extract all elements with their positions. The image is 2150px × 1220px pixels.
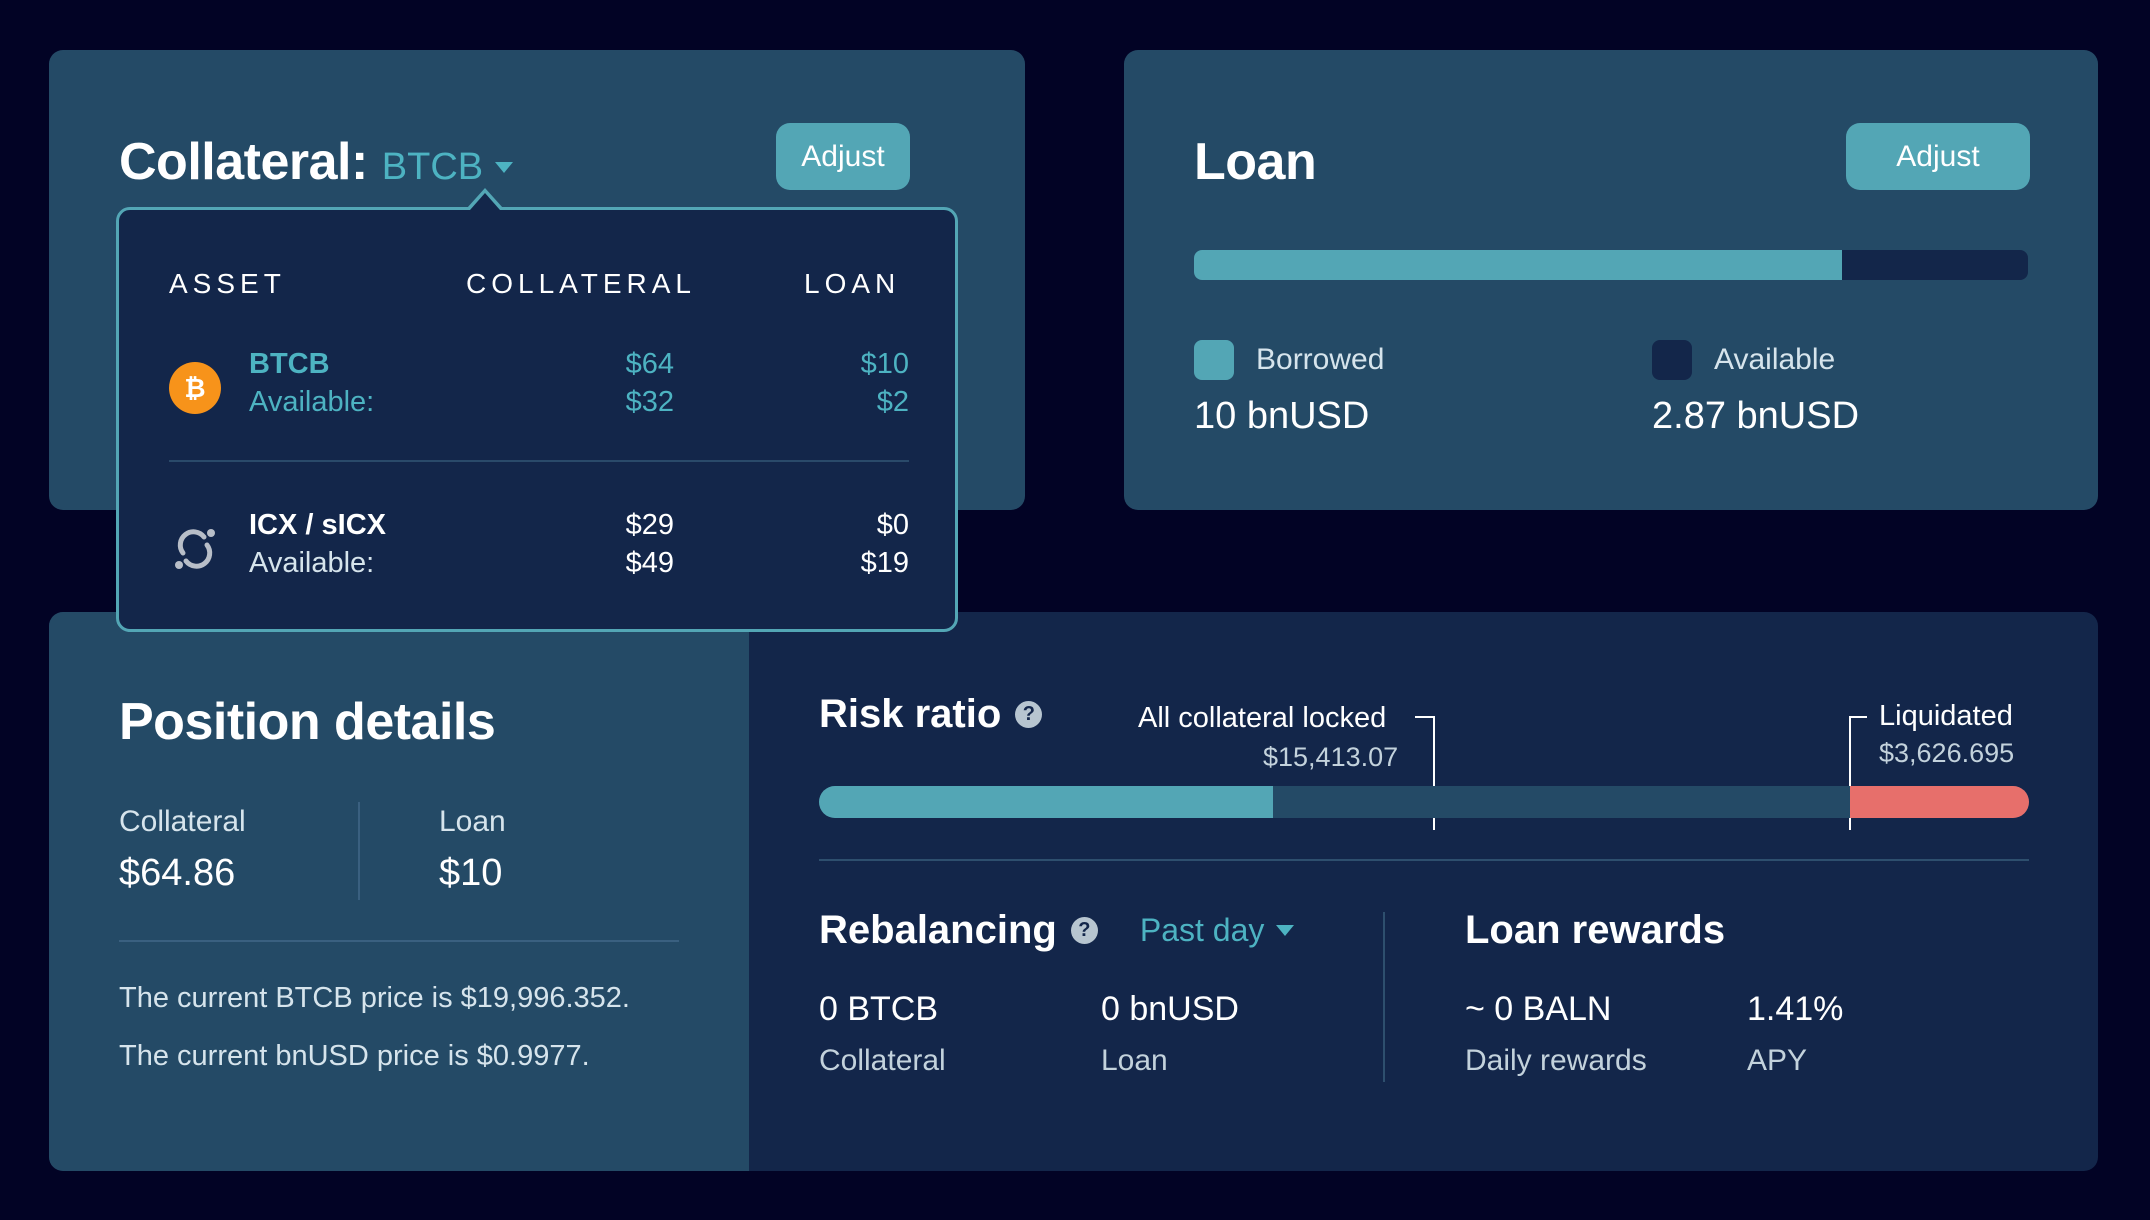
risk-divider	[819, 859, 2029, 861]
asset-collateral-available: $32	[625, 386, 674, 418]
position-card: Position details Collateral $64.86 Loan …	[49, 612, 2098, 1171]
daily-rewards-value: ~ 0 BALN	[1465, 990, 1612, 1028]
dropdown-pointer-inner	[470, 193, 500, 210]
daily-rewards-label: Daily rewards	[1465, 1044, 1647, 1077]
collateral-adjust-button[interactable]: Adjust	[776, 123, 910, 190]
apy-value: 1.41%	[1747, 990, 1844, 1028]
caret-down-icon	[1276, 925, 1295, 936]
selected-asset-label: BTCB	[381, 146, 484, 188]
bnusd-price-note: The current bnUSD price is $0.9977.	[119, 1040, 590, 1072]
available-label: Available	[1714, 343, 1836, 376]
asset-option-btcb[interactable]: ₿ BTCB Available: $64 $32 $10 $2	[169, 346, 909, 436]
icx-icon	[169, 523, 221, 575]
liquidated-marker-value: $3,626.695	[1879, 738, 2015, 768]
asset-loan-available: $19	[860, 547, 909, 579]
loan-title: Loan	[1194, 133, 1317, 191]
position-collateral-value: $64.86	[119, 852, 236, 894]
locked-marker-value: $15,413.07	[1263, 742, 1399, 772]
risk-ratio-title: Risk ratio	[819, 692, 1002, 736]
risk-liquidation-zone	[1849, 786, 2029, 818]
position-divider-vertical	[358, 802, 360, 900]
asset-loan-available: $2	[876, 386, 909, 418]
dropdown-divider	[169, 460, 909, 462]
question-icon[interactable]: ?	[1015, 701, 1043, 728]
borrowed-swatch	[1194, 340, 1234, 380]
rebalancing-header: Rebalancing ? Past day	[819, 908, 1295, 953]
rebalancing-collateral-label: Collateral	[819, 1044, 946, 1077]
position-loan-value: $10	[439, 852, 503, 894]
caret-down-icon	[495, 162, 514, 173]
asset-loan-value: $10	[860, 348, 909, 380]
legend-available: Available	[1652, 340, 1835, 380]
liquidated-marker-label: Liquidated	[1879, 700, 2013, 732]
header-asset: ASSET	[169, 268, 286, 299]
rebalancing-loan-label: Loan	[1101, 1044, 1168, 1077]
position-details-panel: Position details Collateral $64.86 Loan …	[49, 612, 749, 1171]
loan-adjust-button[interactable]: Adjust	[1846, 123, 2030, 190]
collateral-title: Collateral:	[119, 133, 368, 191]
asset-name: BTCB	[249, 348, 330, 380]
asset-dropdown: ASSET COLLATERAL LOAN ₿ BTCB Available: …	[116, 207, 958, 632]
risk-ratio-bar	[819, 786, 2029, 818]
asset-available-label: Available:	[249, 547, 375, 579]
available-value: 2.87 bnUSD	[1652, 395, 1860, 437]
borrowed-value: 10 bnUSD	[1194, 395, 1370, 437]
header-collateral: COLLATERAL	[466, 268, 696, 299]
btcb-price-note: The current BTCB price is $19,996.352.	[119, 982, 630, 1014]
apy-label: APY	[1747, 1044, 1808, 1077]
loan-progress-bar	[1194, 250, 2028, 280]
loan-card: Loan Adjust Borrowed 10 bnUSD Available …	[1124, 50, 2098, 510]
position-title: Position details	[119, 693, 496, 751]
position-collateral-label: Collateral	[119, 805, 246, 838]
locked-marker-tick	[1415, 716, 1433, 718]
asset-option-icx[interactable]: ICX / sICX Available: $29 $49 $0 $19	[169, 507, 909, 597]
asset-collateral-available: $49	[625, 547, 674, 579]
loan-rewards-title: Loan rewards	[1465, 908, 1726, 952]
loan-progress-fill	[1194, 250, 1843, 280]
period-select[interactable]: Past day	[1140, 912, 1295, 949]
bitcoin-icon: ₿	[169, 362, 221, 414]
svg-text:₿: ₿	[184, 374, 205, 404]
liquidated-marker-tick	[1849, 716, 1867, 718]
available-swatch	[1652, 340, 1692, 380]
asset-name: ICX / sICX	[249, 509, 386, 541]
rebalancing-title: Rebalancing	[819, 908, 1057, 952]
borrowed-label: Borrowed	[1256, 343, 1385, 376]
rebalancing-collateral-value: 0 BTCB	[819, 990, 939, 1028]
locked-marker-line	[1433, 716, 1435, 830]
asset-loan-value: $0	[876, 509, 909, 541]
period-label: Past day	[1139, 912, 1265, 948]
question-icon[interactable]: ?	[1070, 917, 1098, 944]
asset-available-label: Available:	[249, 386, 375, 418]
rebalancing-loan-value: 0 bnUSD	[1101, 990, 1239, 1028]
liquidated-marker-line	[1849, 716, 1851, 830]
asset-collateral-value: $64	[625, 348, 674, 380]
position-loan-label: Loan	[439, 805, 506, 838]
legend-borrowed: Borrowed	[1194, 340, 1384, 380]
asset-collateral-value: $29	[625, 509, 674, 541]
collateral-asset-select[interactable]: BTCB	[381, 146, 514, 189]
collateral-header: Collateral: BTCB	[119, 132, 514, 192]
rewards-divider	[1383, 912, 1385, 1082]
locked-marker-label: All collateral locked	[1138, 702, 1387, 734]
risk-ratio-fill	[819, 786, 1273, 818]
position-divider	[119, 940, 679, 942]
risk-ratio-header: Risk ratio ?	[819, 692, 1043, 737]
header-loan: LOAN	[804, 268, 901, 299]
